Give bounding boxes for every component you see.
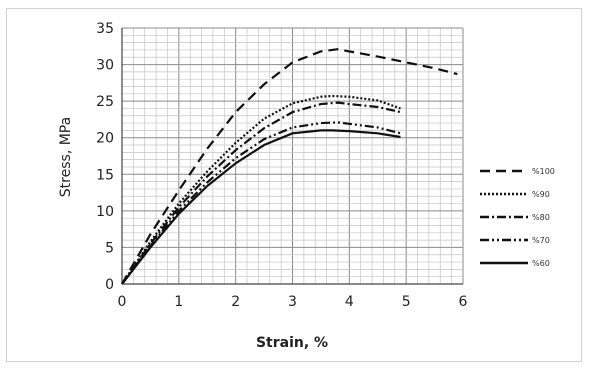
series-line-2 <box>121 94 401 285</box>
chart-frame <box>6 8 582 362</box>
chart-grid <box>121 27 464 285</box>
legend-label: %60 <box>532 259 550 268</box>
series-line-1 <box>121 48 458 285</box>
x-tick-label: 6 <box>459 294 468 310</box>
x-tick-label: 2 <box>231 294 240 310</box>
x-tick-label: 4 <box>345 294 354 310</box>
y-tick-label: 25 <box>96 94 114 110</box>
y-tick-label: 30 <box>96 58 114 74</box>
y-tick-label: 5 <box>105 240 114 256</box>
x-axis-label: Strain, % <box>256 335 328 351</box>
x-tick-label: 3 <box>288 294 297 310</box>
x-tick-label: 1 <box>174 294 183 310</box>
legend-label: %70 <box>532 236 550 245</box>
x-tick-labels: 0 1 2 3 4 5 6 <box>118 294 468 310</box>
x-tick-label: 5 <box>402 294 411 310</box>
y-tick-label: 10 <box>96 204 114 220</box>
chart-series <box>121 48 458 285</box>
y-tick-label: 20 <box>96 131 114 147</box>
x-tick-label: 0 <box>118 294 127 310</box>
y-tick-label: 35 <box>96 21 114 37</box>
chart-axes <box>121 28 463 285</box>
legend-label: %100 <box>532 167 555 176</box>
legend-label: %90 <box>532 190 550 199</box>
y-axis-label: Stress, MPa <box>58 117 74 197</box>
series-line-3 <box>121 101 401 285</box>
series-line-5 <box>121 129 401 285</box>
legend-label: %80 <box>532 213 550 222</box>
y-tick-labels: 0 5 10 15 20 25 30 35 <box>96 21 114 293</box>
chart-legend: %100 %90 %80 %70 %60 <box>480 167 555 268</box>
y-tick-label: 15 <box>96 167 114 183</box>
y-tick-label: 0 <box>105 277 114 293</box>
